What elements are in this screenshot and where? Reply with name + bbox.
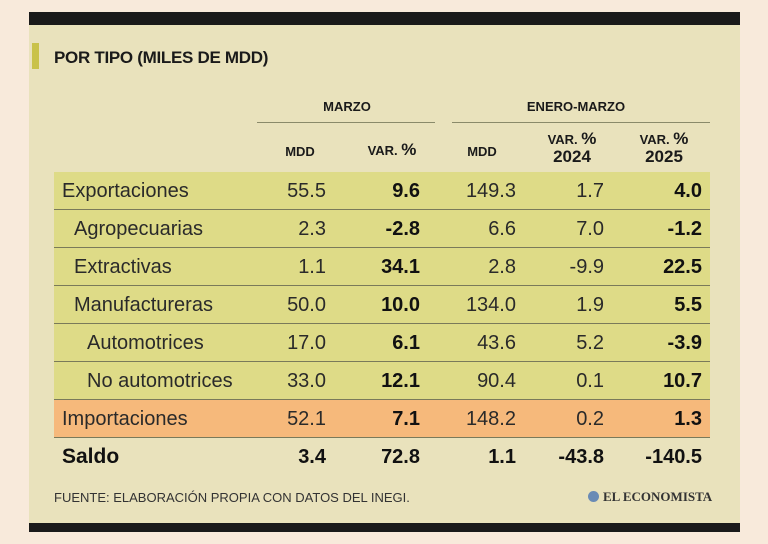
cell-var-2025: 1.3	[674, 408, 702, 430]
row-label: Agropecuarias	[74, 218, 203, 240]
cell-var-2024: 1.9	[576, 294, 604, 316]
group-header-marzo: MARZO	[323, 99, 371, 114]
cell-var-marzo: 7.1	[392, 408, 420, 430]
row-label: Manufactureras	[74, 294, 213, 316]
cell-mdd-marzo: 33.0	[287, 370, 326, 392]
group-underline-enero-marzo	[452, 122, 710, 123]
table-row-automotrices: Automotrices 17.0 6.1 43.6 5.2 -3.9	[54, 324, 710, 362]
cell-mdd-enero-marzo: 2.8	[488, 256, 516, 278]
cell-var-marzo: 6.1	[392, 332, 420, 354]
cell-mdd-enero-marzo: 149.3	[465, 180, 516, 202]
row-label: Exportaciones	[62, 180, 189, 202]
table-row-importaciones: Importaciones 52.1 7.1 148.2 0.2 1.3	[54, 400, 710, 438]
row-divider	[54, 285, 710, 286]
cell-mdd-enero-marzo: 148.2	[465, 408, 516, 430]
row-label: Importaciones	[62, 408, 188, 430]
cell-var-2025: 5.5	[674, 294, 702, 316]
cell-var-2024: -9.9	[569, 256, 604, 278]
cell-var-2024: 5.2	[576, 332, 604, 354]
group-underline-marzo	[257, 122, 435, 123]
table-row-extractivas: Extractivas 1.1 34.1 2.8 -9.9 22.5	[54, 248, 710, 286]
row-divider	[54, 399, 710, 400]
cell-var-marzo: 72.8	[381, 446, 420, 468]
publisher-logo: EL ECONOMISTA	[588, 489, 712, 505]
table-row-exportaciones: Exportaciones 55.5 9.6 149.3 1.7 4.0	[54, 172, 710, 210]
logo-mark-icon	[588, 491, 599, 502]
cell-var-2025: -3.9	[667, 332, 702, 354]
group-header-enero-marzo: ENERO-MARZO	[526, 99, 626, 114]
cell-mdd-marzo: 1.1	[298, 256, 326, 278]
cell-mdd-enero-marzo: 90.4	[477, 370, 516, 392]
row-label: Extractivas	[74, 256, 172, 278]
cell-mdd-enero-marzo: 6.6	[488, 218, 516, 240]
cell-var-2024: 1.7	[576, 180, 604, 202]
cell-mdd-enero-marzo: 1.1	[488, 446, 516, 468]
cell-var-marzo: 34.1	[381, 256, 420, 278]
title-accent	[32, 43, 39, 69]
cell-var-marzo: 12.1	[381, 370, 420, 392]
cell-var-2024: -43.8	[558, 446, 604, 468]
subheader-var-2024: VAR. % 2024	[547, 129, 597, 166]
cell-mdd-marzo: 52.1	[287, 408, 326, 430]
row-divider	[54, 209, 710, 210]
bottom-bar	[29, 523, 740, 532]
cell-var-2025: 4.0	[674, 180, 702, 202]
cell-var-marzo: -2.8	[385, 218, 420, 240]
row-label: Automotrices	[87, 332, 204, 354]
cell-var-2024: 7.0	[576, 218, 604, 240]
source-note: FUENTE: ELABORACIÓN PROPIA CON DATOS DEL…	[54, 490, 410, 505]
section-title: POR TIPO (MILES DE MDD)	[54, 48, 269, 67]
row-divider	[54, 323, 710, 324]
cell-mdd-enero-marzo: 134.0	[465, 294, 516, 316]
cell-var-2024: 0.2	[576, 408, 604, 430]
cell-var-marzo: 10.0	[381, 294, 420, 316]
table-row-saldo: Saldo 3.4 72.8 1.1 -43.8 -140.5	[54, 438, 710, 476]
row-divider	[54, 247, 710, 248]
cell-mdd-enero-marzo: 43.6	[477, 332, 516, 354]
cell-var-2024: 0.1	[576, 370, 604, 392]
row-label: No automotrices	[87, 370, 233, 392]
table-row-no-automotrices: No automotrices 33.0 12.1 90.4 0.1 10.7	[54, 362, 710, 400]
row-divider	[54, 437, 710, 438]
row-divider	[54, 361, 710, 362]
cell-var-2025: -1.2	[667, 218, 702, 240]
cell-mdd-marzo: 17.0	[287, 332, 326, 354]
cell-var-2025: 10.7	[663, 370, 702, 392]
cell-var-2025: 22.5	[663, 256, 702, 278]
cell-mdd-marzo: 2.3	[298, 218, 326, 240]
cell-mdd-marzo: 55.5	[287, 180, 326, 202]
top-bar	[29, 12, 740, 25]
table-row-agropecuarias: Agropecuarias 2.3 -2.8 6.6 7.0 -1.2	[54, 210, 710, 248]
table-row-manufactureras: Manufactureras 50.0 10.0 134.0 1.9 5.5	[54, 286, 710, 324]
subheader-mdd-marzo: MDD	[285, 144, 315, 159]
cell-mdd-marzo: 50.0	[287, 294, 326, 316]
subheader-var-2025: VAR. % 2025	[639, 129, 689, 166]
subheader-mdd-enero-marzo: MDD	[467, 144, 497, 159]
cell-var-marzo: 9.6	[392, 180, 420, 202]
subheader-var-marzo: VAR. %	[367, 140, 417, 159]
cell-var-2025: -140.5	[645, 446, 702, 468]
cell-mdd-marzo: 3.4	[298, 446, 326, 468]
row-label: Saldo	[62, 445, 120, 468]
